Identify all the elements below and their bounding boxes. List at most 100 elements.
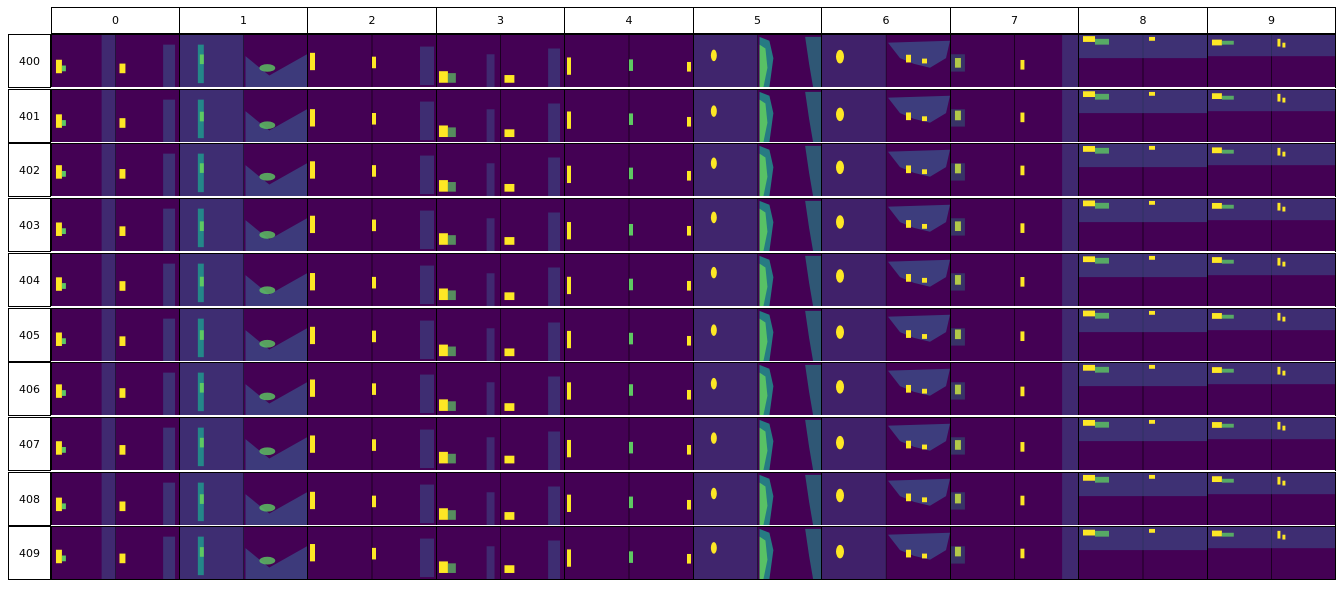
image-cell-r409-c4 [564, 526, 694, 580]
image-cell-r404-c6 [821, 253, 951, 307]
heatmap-image [694, 35, 821, 87]
heatmap-image [822, 199, 950, 251]
image-cell-r402-c8 [1078, 143, 1208, 197]
image-cell-r402-c1 [179, 143, 308, 197]
column-header-4: 4 [564, 7, 694, 34]
column-header-1: 1 [179, 7, 308, 34]
row-header-401: 401 [8, 89, 51, 143]
image-cell-r405-c3 [436, 308, 565, 362]
image-cell-r409-c2 [307, 526, 437, 580]
image-cell-r407-c3 [436, 417, 565, 471]
image-cell-r400-c1 [179, 34, 308, 88]
image-cell-r407-c6 [821, 417, 951, 471]
image-cell-r408-c5 [693, 472, 822, 526]
heatmap-image [1079, 473, 1207, 525]
image-cell-r400-c8 [1078, 34, 1208, 88]
image-cell-r409-c9 [1207, 526, 1336, 580]
image-cell-r408-c0 [51, 472, 180, 526]
heatmap-image [1208, 90, 1335, 142]
heatmap-image [822, 363, 950, 415]
image-cell-r401-c7 [950, 89, 1079, 143]
heatmap-image [567, 527, 691, 579]
image-cell-r402-c9 [1207, 143, 1336, 197]
heatmap-image [694, 90, 821, 142]
image-cell-r406-c3 [436, 362, 565, 416]
heatmap-image [1079, 35, 1207, 87]
image-cell-r404-c9 [1207, 253, 1336, 307]
image-cell-r406-c8 [1078, 362, 1208, 416]
heatmap-image [180, 35, 307, 87]
heatmap-image [567, 90, 691, 142]
row-header-400: 400 [8, 34, 51, 88]
column-header-5: 5 [693, 7, 822, 34]
image-cell-r405-c9 [1207, 308, 1336, 362]
image-cell-r400-c2 [307, 34, 437, 88]
image-cell-r408-c7 [950, 472, 1079, 526]
image-cell-r406-c5 [693, 362, 822, 416]
image-cell-r400-c7 [950, 34, 1079, 88]
heatmap-image [951, 144, 1078, 196]
heatmap-image [310, 35, 434, 87]
image-cell-r402-c4 [564, 143, 694, 197]
image-cell-r400-c5 [693, 34, 822, 88]
row-header-407: 407 [8, 417, 51, 471]
image-cell-r402-c2 [307, 143, 437, 197]
image-cell-r402-c0 [51, 143, 180, 197]
image-cell-r403-c9 [1207, 198, 1336, 252]
image-cell-r402-c7 [950, 143, 1079, 197]
image-cell-r403-c6 [821, 198, 951, 252]
column-header-6: 6 [821, 7, 951, 34]
image-cell-r403-c8 [1078, 198, 1208, 252]
heatmap-image [180, 144, 307, 196]
column-header-0: 0 [51, 7, 180, 34]
column-header-7: 7 [950, 7, 1079, 34]
image-cell-r408-c6 [821, 472, 951, 526]
row-separator [51, 306, 1335, 308]
heatmap-image [1208, 527, 1335, 579]
image-cell-r405-c7 [950, 308, 1079, 362]
image-cell-r406-c0 [51, 362, 180, 416]
heatmap-image [1208, 473, 1335, 525]
heatmap-image [310, 418, 434, 470]
image-cell-r403-c0 [51, 198, 180, 252]
heatmap-image [310, 309, 434, 361]
heatmap-image [822, 527, 950, 579]
image-cell-r409-c5 [693, 526, 822, 580]
heatmap-image [438, 35, 561, 87]
image-cell-r401-c3 [436, 89, 565, 143]
image-cell-r406-c7 [950, 362, 1079, 416]
heatmap-image [1079, 254, 1207, 306]
heatmap-image [567, 254, 691, 306]
row-separator [51, 196, 1335, 198]
column-header-2: 2 [307, 7, 437, 34]
heatmap-image [55, 473, 176, 525]
image-cell-r407-c1 [179, 417, 308, 471]
image-cell-r408-c2 [307, 472, 437, 526]
row-separator [51, 251, 1335, 253]
column-header-8: 8 [1078, 7, 1208, 34]
heatmap-image [55, 363, 176, 415]
heatmap-image [55, 527, 176, 579]
heatmap-image [822, 35, 950, 87]
image-cell-r401-c6 [821, 89, 951, 143]
image-cell-r405-c2 [307, 308, 437, 362]
image-cell-r407-c0 [51, 417, 180, 471]
image-cell-r404-c8 [1078, 253, 1208, 307]
image-cell-r409-c1 [179, 526, 308, 580]
image-cell-r400-c4 [564, 34, 694, 88]
image-cell-r400-c9 [1207, 34, 1336, 88]
heatmap-image [310, 254, 434, 306]
image-cell-r404-c4 [564, 253, 694, 307]
heatmap-image [1079, 418, 1207, 470]
heatmap-image [1079, 527, 1207, 579]
heatmap-image [567, 418, 691, 470]
heatmap-image [55, 90, 176, 142]
image-cell-r405-c4 [564, 308, 694, 362]
row-separator [51, 470, 1335, 472]
heatmap-image [310, 473, 434, 525]
image-cell-r408-c4 [564, 472, 694, 526]
heatmap-image [180, 363, 307, 415]
heatmap-image [180, 199, 307, 251]
heatmap-image [1079, 144, 1207, 196]
heatmap-image [1079, 199, 1207, 251]
